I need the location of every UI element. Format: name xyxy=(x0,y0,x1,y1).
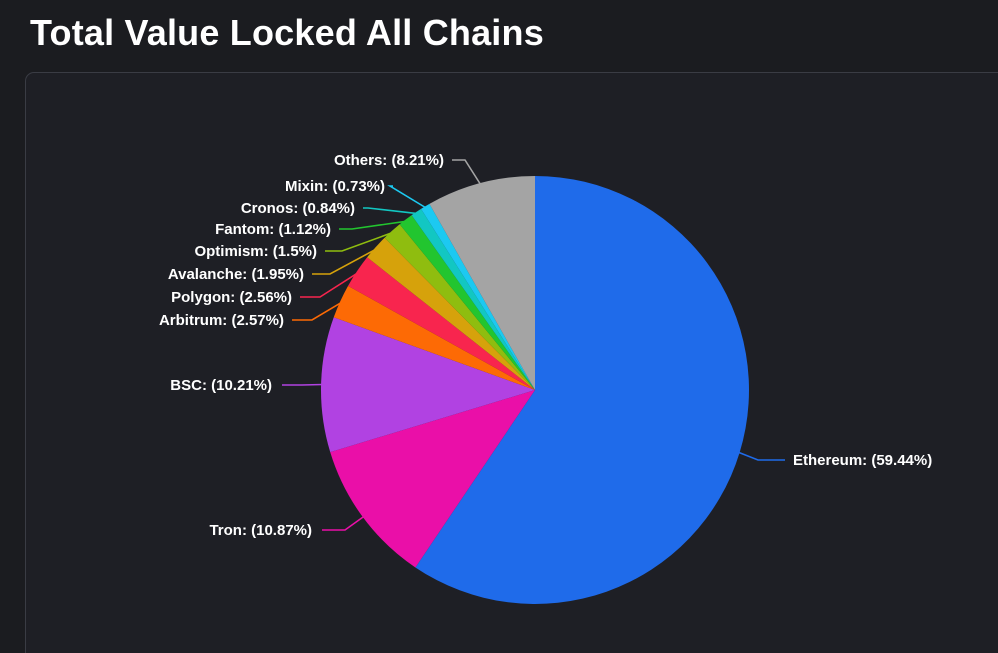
leader-line-avalanche xyxy=(312,247,378,275)
leader-line-arbitrum xyxy=(292,301,343,321)
pie-slice-ethereum[interactable] xyxy=(415,176,749,605)
leader-line-polygon xyxy=(300,271,360,298)
leader-line-cronos xyxy=(363,207,418,215)
pie-slice-others[interactable] xyxy=(429,176,535,390)
leader-line-fantom xyxy=(339,220,407,230)
leader-line-bsc xyxy=(282,383,324,386)
pie-slice-arbitrum[interactable] xyxy=(333,285,535,390)
pie-slice-fantom[interactable] xyxy=(399,215,535,390)
slice-label-arbitrum: Arbitrum: (2.57%) xyxy=(159,312,284,329)
slice-label-avalanche: Avalanche: (1.95%) xyxy=(168,266,304,283)
leader-line-ethereum xyxy=(737,451,785,461)
leader-line-mixin xyxy=(387,185,427,209)
slice-label-mixin: Mixin: (0.73%) xyxy=(285,178,385,195)
slice-label-bsc: BSC: (10.21%) xyxy=(170,377,272,394)
slice-label-tron: Tron: (10.87%) xyxy=(209,522,312,539)
pie-slice-tron[interactable] xyxy=(330,390,535,568)
pie-slice-polygon[interactable] xyxy=(348,257,535,390)
pie-slice-cronos[interactable] xyxy=(411,208,535,390)
pie-slice-mixin[interactable] xyxy=(421,203,535,390)
leader-line-others xyxy=(452,159,482,186)
slice-label-cronos: Cronos: (0.84%) xyxy=(241,200,355,217)
slice-label-others: Others: (8.21%) xyxy=(334,152,444,169)
slice-label-optimism: Optimism: (1.5%) xyxy=(194,243,317,260)
slice-label-ethereum: Ethereum: (59.44%) xyxy=(793,452,932,469)
leader-line-optimism xyxy=(325,231,394,252)
pie-slice-bsc[interactable] xyxy=(320,317,535,453)
leader-line-tron xyxy=(322,515,365,531)
pie-slice-avalanche[interactable] xyxy=(367,237,535,390)
slice-label-fantom: Fantom: (1.12%) xyxy=(215,221,331,238)
pie-slice-optimism[interactable] xyxy=(384,224,535,390)
slice-label-polygon: Polygon: (2.56%) xyxy=(171,289,292,306)
page-title: Total Value Locked All Chains xyxy=(30,12,544,53)
